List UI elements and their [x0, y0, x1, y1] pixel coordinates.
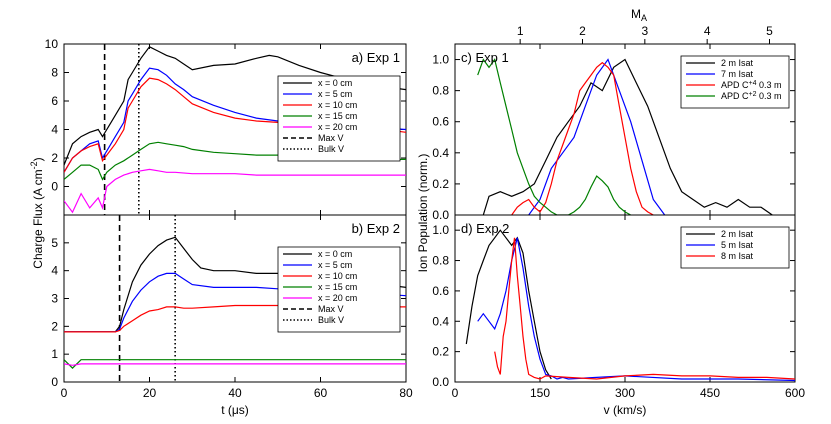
y-tick-label: 0.2 — [432, 345, 449, 359]
y-tick-label: 0.8 — [432, 84, 449, 98]
x-tick-label: 80 — [399, 386, 413, 400]
legend-label: 2 m Isat — [721, 58, 754, 68]
y-tick-label: 4 — [51, 123, 58, 137]
y-tick-label: 5 — [51, 236, 58, 250]
x-tick-label: 600 — [785, 386, 805, 400]
x-tick-label: 60 — [314, 386, 328, 400]
panel-a: 0 2 4 6 8 10 a) Exp 1 x = 0 cmx = 5 cmx = 10 cm… — [45, 37, 407, 216]
top-tick-label: 5 — [766, 24, 773, 38]
legend-label: x = 10 cm — [318, 100, 357, 110]
top-tick-label: 1 — [517, 24, 524, 38]
y-tick-label: 3 — [51, 292, 58, 306]
x-tick-label: 150 — [530, 386, 550, 400]
y-tick-label: 1.0 — [432, 53, 449, 67]
legend-label: 8 m Isat — [721, 251, 754, 261]
y-tick-label: 0.0 — [432, 375, 449, 389]
y-tick-label: 6 — [51, 94, 58, 108]
y-tick-label: 0.8 — [432, 254, 449, 268]
legend-label: x = 0 cm — [318, 249, 352, 259]
y-tick-label: 0 — [51, 180, 58, 194]
x-tick-label: 20 — [143, 386, 157, 400]
y-tick-label: 10 — [45, 37, 59, 51]
series-line — [64, 359, 406, 369]
y-tick-label: 0.4 — [432, 146, 449, 160]
legend-label: Bulk V — [318, 315, 344, 325]
series-line — [477, 237, 795, 382]
y-tick-label: 2 — [51, 319, 58, 333]
panel-c: 0.0 0.2 0.4 0.6 0.8 1.0 1 2 3 4 5 MA c) Exp 1 2 m Isa… — [432, 7, 796, 222]
y-tick-label: 0.6 — [432, 115, 449, 129]
top-tick-label: 2 — [579, 24, 586, 38]
y-tick-label: 0.2 — [432, 177, 449, 191]
top-tick-label: 3 — [641, 24, 648, 38]
panel-label: c) Exp 1 — [461, 50, 509, 65]
legend-label: x = 15 cm — [318, 111, 357, 121]
legend-box — [277, 75, 401, 162]
panel-label: a) Exp 1 — [352, 50, 400, 65]
legend-label: 5 m Isat — [721, 240, 754, 250]
top-tick-label: 4 — [704, 24, 711, 38]
legend-label: Max V — [318, 304, 344, 314]
series-line — [465, 229, 552, 380]
y-tick-label: 4 — [51, 264, 58, 278]
legend-label: x = 5 cm — [318, 260, 352, 270]
x-tick-label: 0 — [452, 386, 459, 400]
legend-box — [277, 246, 401, 333]
y-tick-label: 0 — [51, 375, 58, 389]
series-line — [477, 58, 631, 215]
series-line — [64, 46, 406, 166]
x-tick-label: 0 — [61, 386, 68, 400]
series-line — [494, 237, 795, 380]
legend: x = 0 cmx = 5 cmx = 10 cmx = 15 cmx = 20… — [277, 75, 401, 162]
legend-label: x = 20 cm — [318, 122, 357, 132]
y-tick-label: 0.0 — [432, 208, 449, 222]
legend-label: x = 5 cm — [318, 89, 352, 99]
x-tick-label: 300 — [615, 386, 635, 400]
legend-label: Bulk V — [318, 144, 344, 154]
legend-label: x = 20 cm — [318, 293, 357, 303]
series-line — [482, 58, 773, 215]
legend-label: Max V — [318, 133, 344, 143]
y-tick-label: 1 — [51, 347, 58, 361]
legend-box — [680, 55, 790, 109]
y-tick-label: 2 — [51, 151, 58, 165]
legend-label: x = 0 cm — [318, 78, 352, 88]
y-tick-label: 0.4 — [432, 314, 449, 328]
series-line — [528, 58, 666, 215]
top-axis-label: MA — [631, 7, 647, 23]
legend-label: 2 m Isat — [721, 229, 754, 239]
legend-label: APD C+2 0.3 m — [721, 91, 782, 101]
legend-label: APD C+4 0.3 m — [721, 80, 782, 90]
y-tick-label: 1.0 — [432, 223, 449, 237]
legend: x = 0 cmx = 5 cmx = 10 cmx = 15 cmx = 20… — [277, 246, 401, 333]
left-y-axis-label: Charge Flux (A cm-2) — [29, 157, 45, 268]
panel-label: b) Exp 2 — [352, 221, 400, 236]
legend-label: 7 m Isat — [721, 69, 754, 79]
x-tick-label: 40 — [228, 386, 242, 400]
legend-label: x = 15 cm — [318, 282, 357, 292]
legend-label: x = 10 cm — [318, 271, 357, 281]
y-tick-label: 0.6 — [432, 284, 449, 298]
series-line — [511, 61, 654, 215]
panel-label: d) Exp 2 — [461, 221, 509, 236]
x-tick-label: 450 — [700, 386, 720, 400]
panel-d: 0.0 0.2 0.4 0.6 0.8 1.0 0 150 300 450 600 d) Exp 2 v… — [432, 214, 805, 417]
y-tick-label: 8 — [51, 66, 58, 80]
x-axis-label: t (μs) — [221, 403, 249, 417]
series-line — [64, 363, 406, 366]
x-axis-label: v (km/s) — [604, 403, 647, 417]
series-line — [64, 168, 406, 214]
right-y-axis-label: Ion Population (norm.) — [416, 154, 430, 273]
